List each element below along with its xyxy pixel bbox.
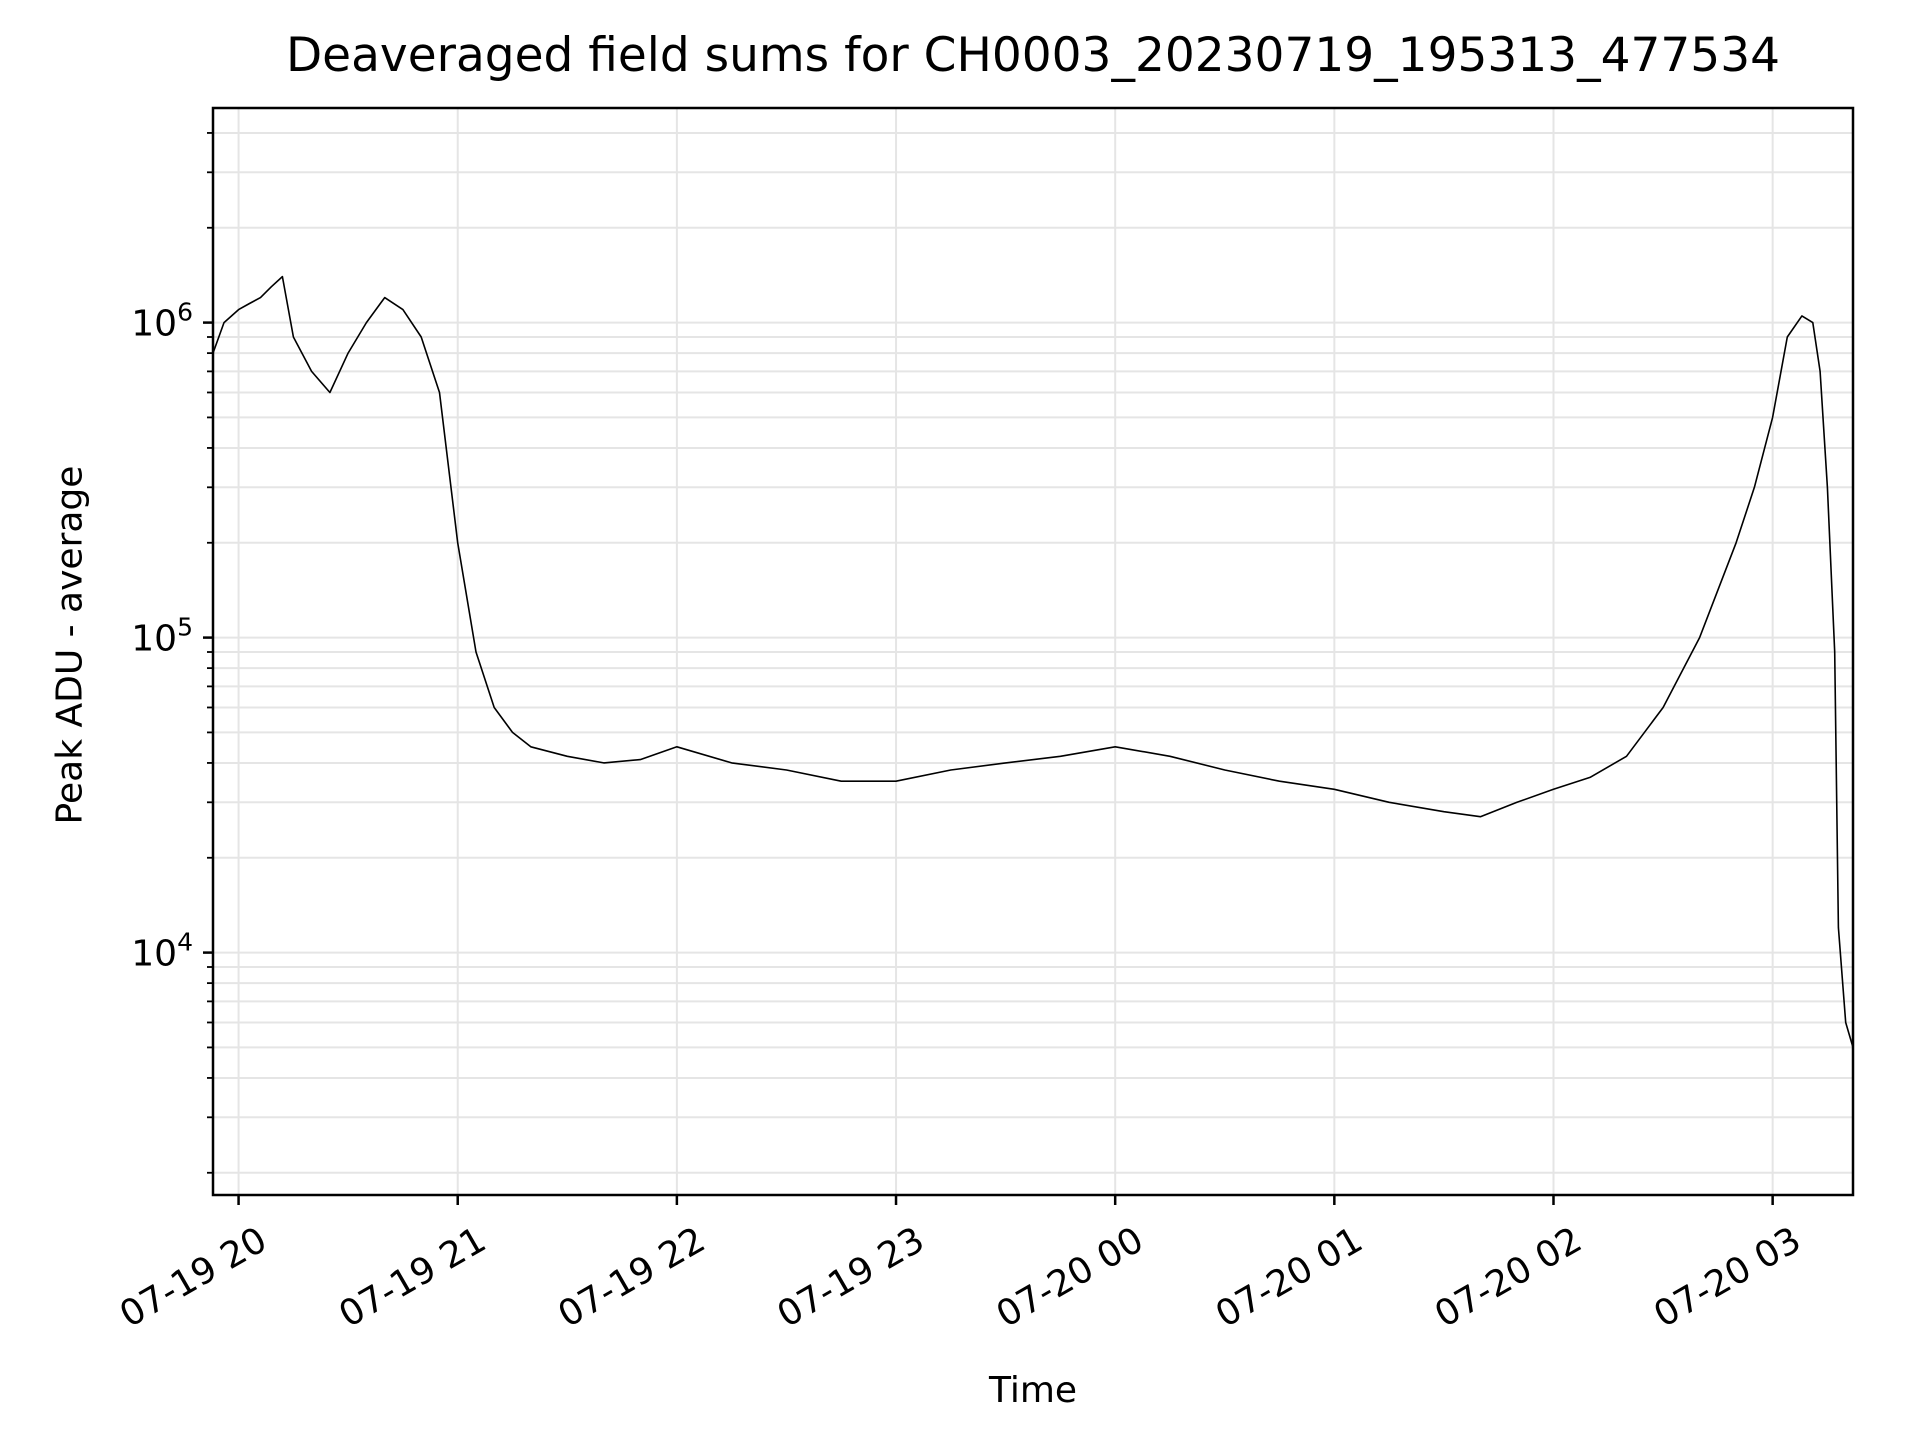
series-line <box>212 275 1854 1048</box>
chart-title: Deaveraged field sums for CH0003_2023071… <box>285 28 1781 83</box>
x-tick-label: 07-19 22 <box>551 1219 712 1335</box>
axis-ticks <box>203 132 1774 1205</box>
grid-lines <box>213 108 1853 1195</box>
x-tick-label: 07-20 02 <box>1428 1219 1589 1335</box>
y-tick-label: 104 <box>131 928 193 975</box>
x-tick-label: 07-19 20 <box>113 1219 274 1335</box>
x-tick-label: 07-20 03 <box>1647 1219 1808 1335</box>
y-tick-label: 105 <box>131 613 193 660</box>
x-tick-label: 07-20 01 <box>1209 1219 1370 1335</box>
y-tick-label: 106 <box>131 298 193 345</box>
x-tick-label: 07-19 21 <box>332 1219 493 1335</box>
data-series <box>212 275 1854 1048</box>
x-tick-label: 07-20 00 <box>990 1219 1151 1335</box>
x-tick-label: 07-19 23 <box>771 1219 932 1335</box>
y-axis-label: Peak ADU - average <box>49 465 91 825</box>
x-axis-label: Time <box>988 1370 1078 1411</box>
